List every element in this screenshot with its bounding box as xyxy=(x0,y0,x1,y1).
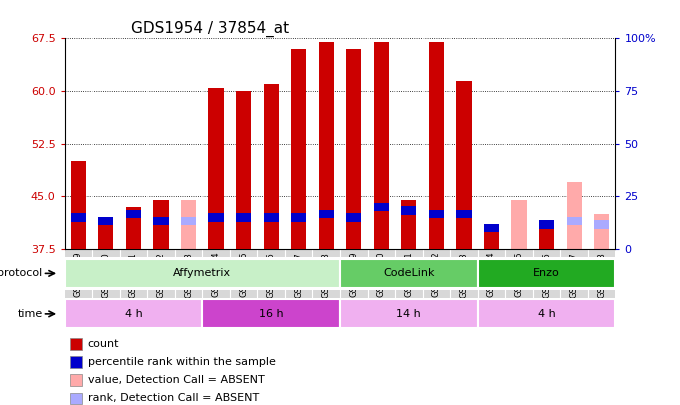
Bar xyxy=(291,49,306,249)
Bar xyxy=(594,214,609,249)
Text: time: time xyxy=(17,309,43,319)
Bar xyxy=(264,213,279,222)
Bar xyxy=(126,210,141,218)
Bar xyxy=(340,259,477,288)
Bar xyxy=(70,338,82,350)
Bar xyxy=(374,203,389,211)
Bar xyxy=(65,259,340,288)
Bar xyxy=(401,200,416,249)
Bar xyxy=(319,210,334,218)
Bar xyxy=(477,259,615,288)
Bar xyxy=(65,299,203,328)
Text: Enzo: Enzo xyxy=(533,269,560,278)
Bar xyxy=(203,299,340,328)
Bar xyxy=(429,210,444,218)
Bar xyxy=(154,200,169,249)
Bar xyxy=(456,210,471,218)
Text: CodeLink: CodeLink xyxy=(383,269,435,278)
Bar xyxy=(566,217,581,225)
Bar xyxy=(566,182,581,249)
Bar xyxy=(429,42,444,249)
Bar xyxy=(181,200,196,249)
Bar xyxy=(484,224,499,232)
Bar xyxy=(209,87,224,249)
Bar xyxy=(319,42,334,249)
Bar xyxy=(181,217,196,225)
Bar xyxy=(456,81,471,249)
Bar xyxy=(154,217,169,225)
Text: rank, Detection Call = ABSENT: rank, Detection Call = ABSENT xyxy=(88,393,259,403)
Bar xyxy=(209,213,224,222)
Text: 14 h: 14 h xyxy=(396,309,421,319)
Bar xyxy=(477,299,615,328)
Text: count: count xyxy=(88,339,119,349)
Text: 4 h: 4 h xyxy=(124,309,142,319)
Bar xyxy=(594,220,609,229)
Bar xyxy=(99,217,114,225)
Bar xyxy=(374,42,389,249)
Text: 16 h: 16 h xyxy=(259,309,284,319)
Bar xyxy=(539,220,554,229)
Bar xyxy=(401,206,416,215)
Bar xyxy=(340,299,477,328)
Text: protocol: protocol xyxy=(0,269,43,278)
Bar xyxy=(236,213,251,222)
Bar xyxy=(126,207,141,249)
Bar xyxy=(71,161,86,249)
Bar xyxy=(70,392,82,404)
Bar xyxy=(264,84,279,249)
Bar xyxy=(236,91,251,249)
Text: GDS1954 / 37854_at: GDS1954 / 37854_at xyxy=(131,21,289,37)
Bar xyxy=(484,228,499,249)
Bar xyxy=(539,228,554,249)
Bar xyxy=(99,221,114,249)
Text: value, Detection Call = ABSENT: value, Detection Call = ABSENT xyxy=(88,375,265,385)
Bar xyxy=(70,374,82,386)
Text: Affymetrix: Affymetrix xyxy=(173,269,231,278)
Bar xyxy=(346,213,361,222)
Bar xyxy=(71,213,86,222)
Text: percentile rank within the sample: percentile rank within the sample xyxy=(88,357,275,367)
Bar xyxy=(511,200,526,249)
Bar xyxy=(346,49,361,249)
Bar xyxy=(291,213,306,222)
Bar xyxy=(70,356,82,368)
Text: 4 h: 4 h xyxy=(538,309,556,319)
